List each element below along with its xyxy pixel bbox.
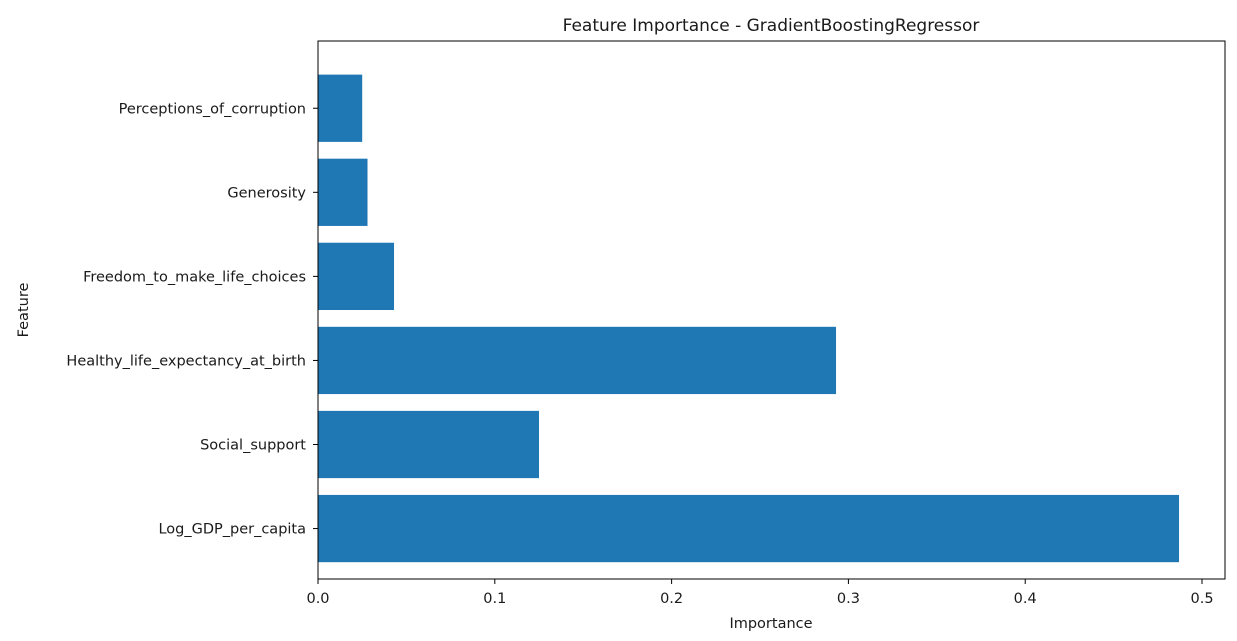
y-tick-label: Generosity [227, 185, 306, 201]
bar [318, 242, 395, 310]
x-tick-label: 0.0 [306, 591, 329, 607]
y-axis-label: Feature [16, 283, 32, 338]
y-tick-label: Healthy_life_expectancy_at_birth [66, 353, 306, 369]
x-tick-label: 0.2 [660, 591, 683, 607]
x-tick-label: 0.5 [1190, 591, 1213, 607]
bars-layer [318, 74, 1180, 563]
bar [318, 326, 837, 395]
bar [318, 158, 368, 226]
y-tick-label: Perceptions_of_corruption [119, 101, 306, 117]
x-tick-label: 0.4 [1014, 591, 1037, 607]
x-axis-label: Importance [729, 616, 812, 632]
bar [318, 494, 1180, 563]
chart-title: Feature Importance - GradientBoostingReg… [563, 16, 980, 36]
x-ticks-layer: 0.0 0.1 0.2 0.3 0.4 0.5 [306, 579, 1214, 607]
x-tick-label: 0.3 [837, 591, 860, 607]
bar [318, 74, 363, 142]
bar [318, 410, 540, 479]
y-tick-label: Log_GDP_per_capita [158, 522, 306, 538]
y-ticks-layer: Log_GDP_per_capita Social_support Healthy_… [66, 101, 318, 538]
x-tick-label: 0.1 [483, 591, 506, 607]
plot-frame [317, 40, 1226, 580]
y-tick-label: Social_support [200, 438, 306, 454]
y-tick-label: Freedom_to_make_life_choices [83, 269, 306, 285]
